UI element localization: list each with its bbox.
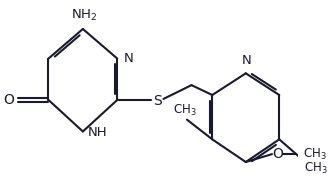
Text: O: O	[3, 93, 14, 107]
Text: O: O	[272, 147, 283, 161]
Text: N: N	[124, 52, 133, 65]
Text: CH$_3$: CH$_3$	[303, 146, 326, 162]
Text: NH$_2$: NH$_2$	[71, 8, 97, 23]
Text: CH$_3$: CH$_3$	[304, 161, 327, 176]
Text: S: S	[153, 94, 161, 108]
Text: NH: NH	[87, 126, 107, 139]
Text: N: N	[242, 54, 252, 67]
Text: CH$_3$: CH$_3$	[173, 103, 197, 118]
